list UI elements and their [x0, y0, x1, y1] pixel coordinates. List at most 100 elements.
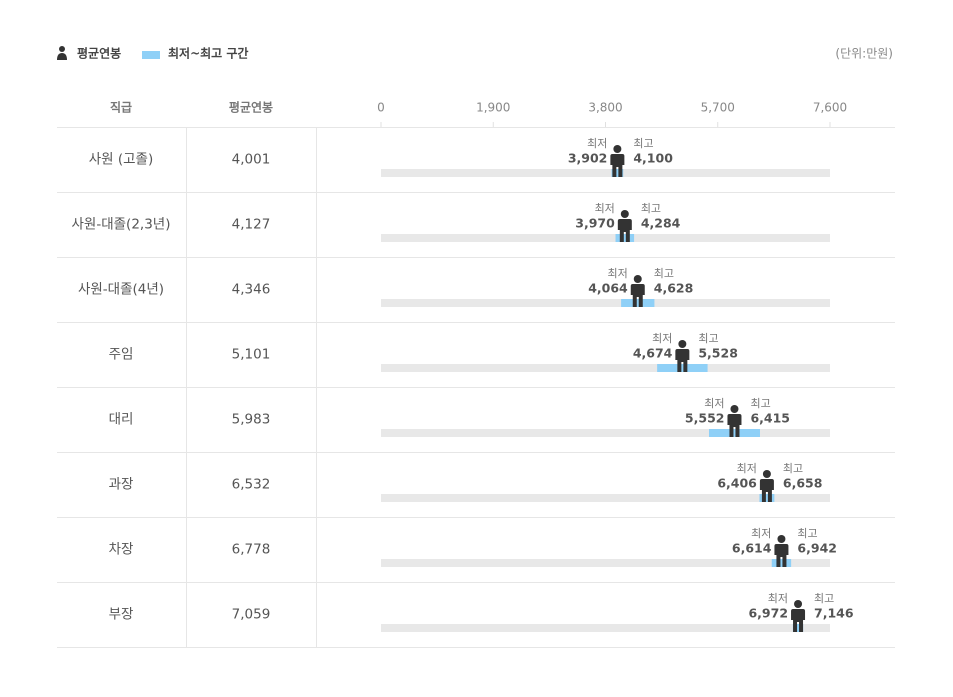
range-bar	[709, 429, 760, 437]
avg-marker	[791, 600, 806, 632]
marker-head	[794, 600, 803, 608]
high-value: 4,628	[654, 281, 694, 296]
track	[381, 234, 830, 242]
low-label: 최저	[608, 267, 628, 280]
low-value: 5,552	[685, 411, 725, 426]
avg-marker	[759, 470, 774, 502]
grade: 주임	[109, 347, 134, 363]
grade: 대리	[109, 412, 134, 428]
avg-salary: 4,127	[232, 217, 271, 233]
range-bar	[657, 364, 708, 372]
low-value: 3,970	[575, 216, 615, 231]
marker-head	[633, 275, 642, 283]
range-bar	[611, 169, 624, 177]
marker-body	[617, 219, 632, 242]
marker-body	[774, 544, 789, 567]
low-label: 최저	[737, 462, 757, 475]
legend-avg-icon	[57, 46, 67, 60]
range-bar	[771, 559, 792, 567]
high-value: 5,528	[698, 346, 738, 361]
high-value: 6,415	[750, 411, 790, 426]
low-label: 최저	[704, 397, 724, 410]
marker-body	[675, 349, 690, 372]
high-label: 최고	[814, 592, 834, 605]
avg-marker	[617, 210, 632, 242]
marker-body	[727, 414, 742, 437]
high-value: 7,146	[814, 606, 854, 621]
marker-head	[613, 145, 622, 153]
high-label: 최고	[750, 397, 770, 410]
grade: 부장	[109, 607, 134, 623]
avg-salary: 6,778	[232, 542, 271, 558]
marker-body	[610, 154, 625, 177]
avg-salary: 7,059	[232, 607, 271, 623]
track	[381, 429, 830, 437]
high-label: 최고	[633, 137, 653, 150]
high-value: 4,284	[641, 216, 681, 231]
avg-marker	[610, 145, 625, 177]
high-value: 4,100	[633, 151, 673, 166]
high-label: 최고	[797, 527, 817, 540]
high-label: 최고	[698, 332, 718, 345]
legend-range: 최저~최고 구간	[168, 46, 248, 61]
marker-body	[630, 284, 645, 307]
grade: 사원 (고졸)	[89, 152, 154, 168]
legend-range-swatch	[142, 51, 160, 59]
low-value: 6,972	[748, 606, 788, 621]
low-label: 최저	[652, 332, 672, 345]
low-label: 최저	[751, 527, 771, 540]
avg-salary: 5,983	[232, 412, 271, 428]
x-tick-label: 7,600	[813, 101, 847, 115]
low-value: 6,406	[717, 476, 757, 491]
avg-marker	[774, 535, 789, 567]
low-value: 4,674	[633, 346, 673, 361]
track	[381, 299, 830, 307]
track	[381, 364, 830, 372]
grade: 차장	[109, 542, 134, 558]
avg-marker	[675, 340, 690, 372]
low-label: 최저	[587, 137, 607, 150]
marker-body	[791, 609, 806, 632]
x-tick-label: 3,800	[588, 101, 622, 115]
x-tick-label: 5,700	[701, 101, 735, 115]
column-header: 직급	[110, 100, 132, 115]
grade: 사원-대졸(4년)	[78, 282, 164, 298]
avg-salary: 4,346	[232, 282, 271, 298]
high-label: 최고	[783, 462, 803, 475]
range-bar	[615, 234, 635, 242]
marker-head	[762, 470, 771, 478]
avg-salary: 4,001	[232, 152, 271, 168]
column-header: 평균연봉	[229, 100, 273, 115]
range-bar	[792, 624, 804, 632]
grade: 과장	[109, 477, 134, 493]
marker-head	[620, 210, 629, 218]
avg-marker	[727, 405, 742, 437]
track	[381, 559, 830, 567]
track	[381, 169, 830, 177]
range-bar	[759, 494, 775, 502]
marker-body	[759, 479, 774, 502]
x-tick-label: 0	[377, 101, 385, 115]
track	[381, 494, 830, 502]
high-value: 6,658	[783, 476, 823, 491]
low-value: 6,614	[732, 541, 772, 556]
legend-avg: 평균연봉	[77, 46, 121, 61]
avg-salary: 5,101	[232, 347, 271, 363]
grade: 사원-대졸(2,3년)	[72, 217, 171, 233]
track	[381, 624, 830, 632]
avg-marker	[630, 275, 645, 307]
high-label: 최고	[654, 267, 674, 280]
marker-head	[777, 535, 786, 543]
high-value: 6,942	[797, 541, 837, 556]
low-label: 최저	[595, 202, 615, 215]
marker-head	[730, 405, 739, 413]
x-tick-label: 1,900	[476, 101, 510, 115]
low-label: 최저	[768, 592, 788, 605]
marker-head	[678, 340, 687, 348]
unit: (단위:만원)	[835, 47, 893, 61]
avg-salary: 6,532	[232, 477, 271, 493]
low-value: 4,064	[588, 281, 628, 296]
high-label: 최고	[641, 202, 661, 215]
